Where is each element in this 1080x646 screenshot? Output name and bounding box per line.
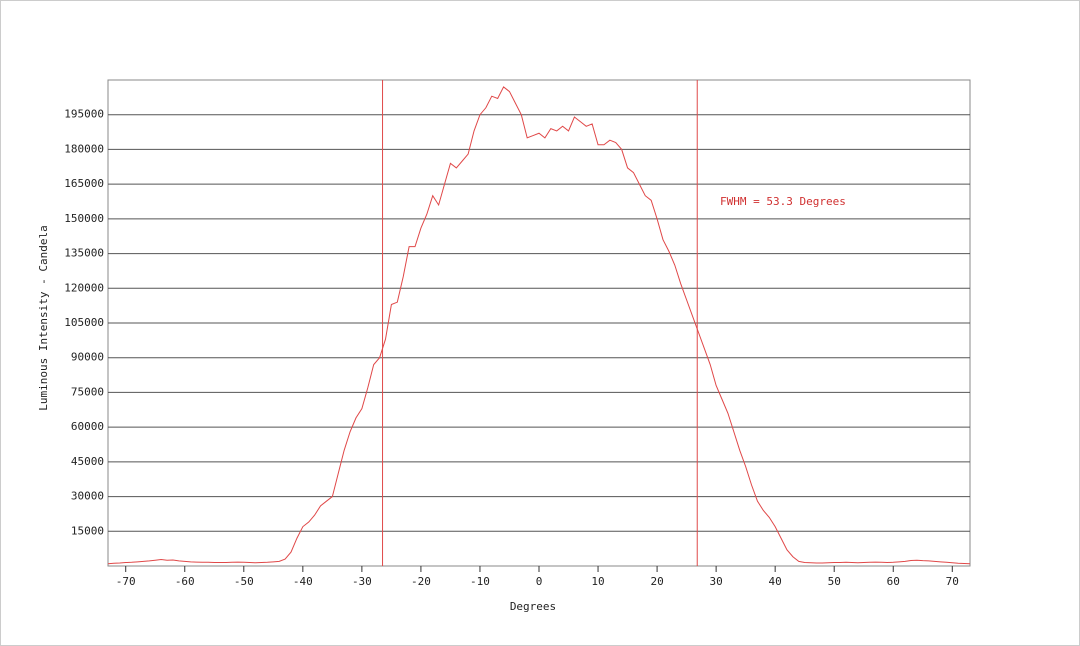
x-tick-label: -60 — [175, 575, 195, 588]
y-tick-label: 120000 — [64, 281, 104, 294]
x-tick-label: -40 — [293, 575, 313, 588]
y-tick-label: 105000 — [64, 316, 104, 329]
y-tick-label: 180000 — [64, 142, 104, 155]
y-tick-label: 45000 — [71, 455, 104, 468]
x-tick-label: -70 — [116, 575, 136, 588]
x-tick-label: -10 — [470, 575, 490, 588]
y-tick-label: 165000 — [64, 177, 104, 190]
y-tick-label: 60000 — [71, 420, 104, 433]
x-tick-label: 60 — [887, 575, 900, 588]
y-tick-label: 150000 — [64, 212, 104, 225]
y-tick-label: 135000 — [64, 247, 104, 260]
x-axis-label: Degrees — [510, 600, 556, 613]
x-tick-label: 0 — [536, 575, 543, 588]
x-tick-label: 50 — [828, 575, 841, 588]
y-tick-label: 15000 — [71, 524, 104, 537]
x-tick-label: -50 — [234, 575, 254, 588]
x-tick-label: 10 — [591, 575, 604, 588]
x-tick-label: 40 — [769, 575, 782, 588]
y-tick-label: 30000 — [71, 490, 104, 503]
y-tick-label: 90000 — [71, 351, 104, 364]
data-line — [107, 86, 971, 565]
x-tick-label: 20 — [650, 575, 663, 588]
annotation: FWHM = 53.3 Degrees — [720, 195, 846, 208]
y-axis-label: Luminous Intensity - Candela — [37, 225, 50, 410]
y-tick-label: 75000 — [71, 385, 104, 398]
y-tick-label: 195000 — [64, 108, 104, 121]
x-tick-label: 30 — [709, 575, 722, 588]
x-tick-label: -30 — [352, 575, 372, 588]
x-tick-label: -20 — [411, 575, 431, 588]
x-tick-label: 70 — [946, 575, 959, 588]
